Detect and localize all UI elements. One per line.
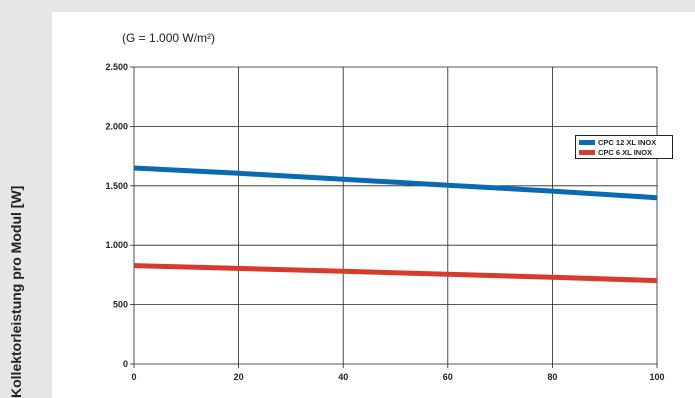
legend-label-cpc12: CPC 12 XL INOX [598, 137, 657, 147]
y-tick-label: 1.500 [105, 181, 128, 191]
y-tick-label: 2.000 [105, 121, 128, 131]
x-tick-label: 0 [131, 372, 136, 382]
chart-legend: CPC 12 XL INOX CPC 6 XL INOX [575, 135, 673, 159]
y-tick-label: 1.000 [105, 240, 128, 250]
legend-item-cpc6: CPC 6 XL INOX [579, 147, 669, 157]
chart-panel [52, 12, 695, 398]
legend-swatch-cpc6 [579, 149, 595, 155]
legend-label-cpc6: CPC 6 XL INOX [598, 147, 653, 157]
x-tick-label: 60 [443, 372, 453, 382]
y-tick-label: 500 [113, 300, 128, 310]
chart-subtitle: (G = 1.000 W/m²) [122, 31, 216, 45]
x-tick-label: 80 [547, 372, 557, 382]
y-tick-label: 2.500 [105, 62, 128, 72]
x-tick-label: 20 [234, 372, 244, 382]
x-tick-label: 100 [649, 372, 664, 382]
series-line-cpc6 [133, 263, 658, 284]
legend-item-cpc12: CPC 12 XL INOX [579, 137, 669, 147]
x-tick-label: 40 [338, 372, 348, 382]
legend-swatch-cpc12 [579, 139, 595, 145]
y-tick-label: 0 [123, 359, 128, 369]
series-line-cpc12 [133, 165, 658, 201]
